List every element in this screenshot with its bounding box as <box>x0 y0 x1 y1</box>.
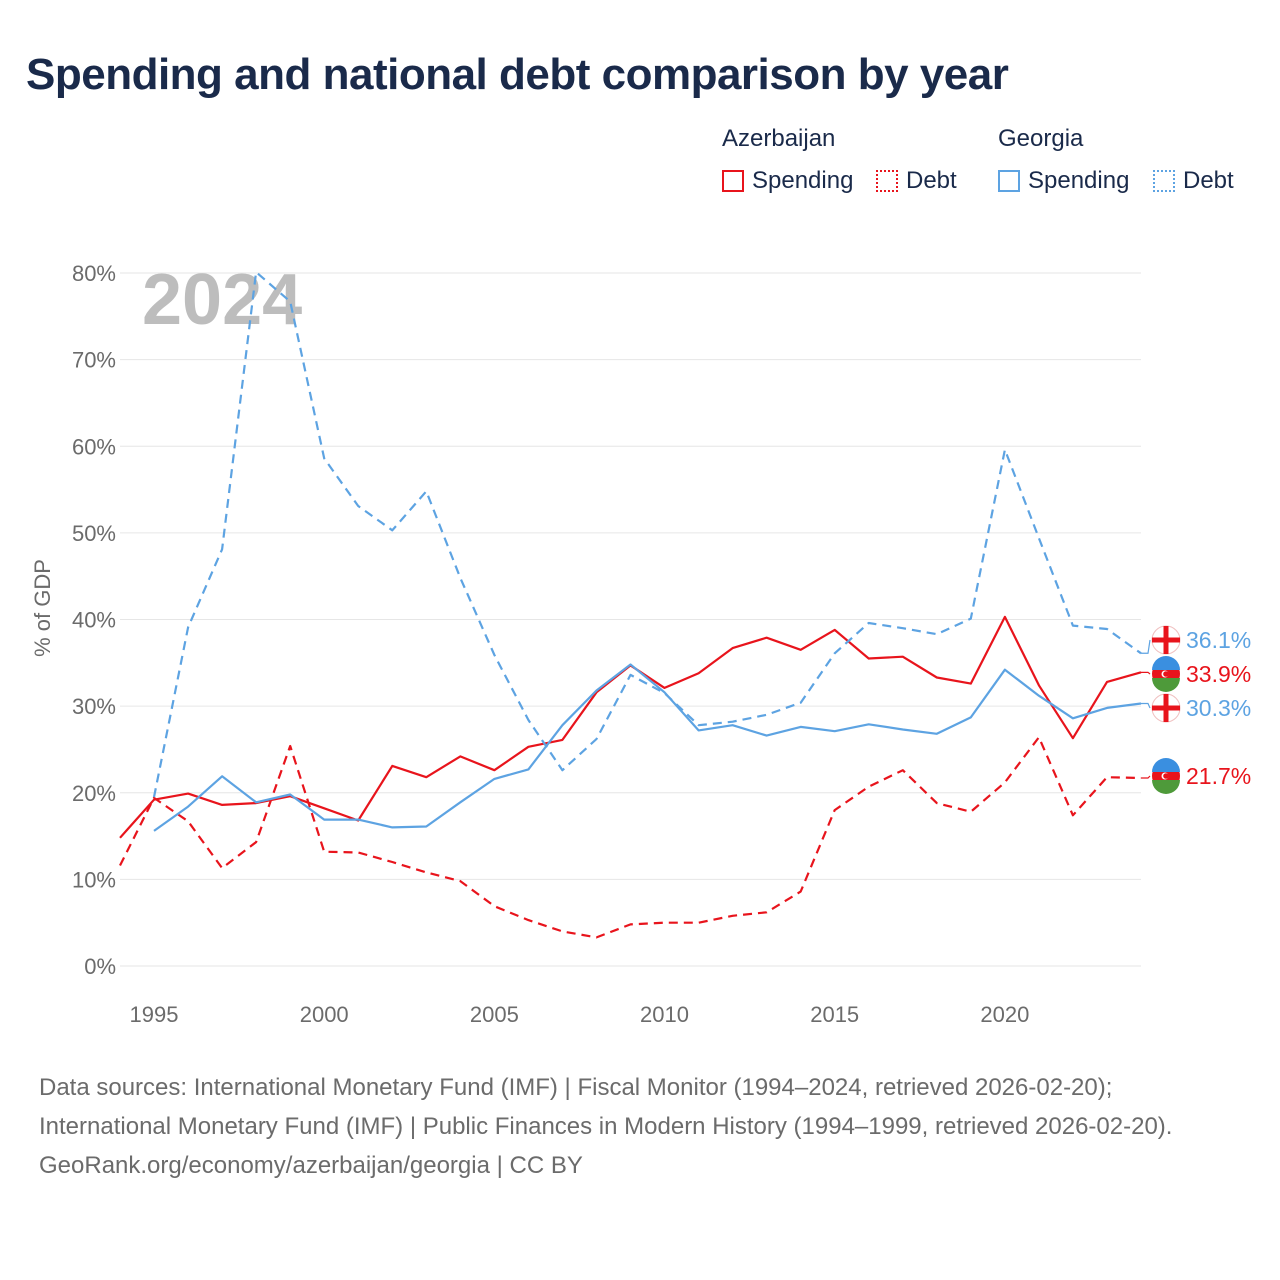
year-watermark: 2024 <box>142 260 302 340</box>
y-tick-label: 80% <box>72 261 116 286</box>
data-sources: Data sources: International Monetary Fun… <box>39 1074 1173 1140</box>
y-tick-label: 10% <box>72 867 116 892</box>
x-tick-label: 2015 <box>810 1002 859 1027</box>
footer: Data sources: International Monetary Fun… <box>39 1068 1239 1185</box>
series-line-azerbaijan-debt <box>119 736 1142 939</box>
end-label-connector <box>1141 671 1151 675</box>
legend-swatch-solid-icon <box>722 170 744 192</box>
end-value-label: 36.1% <box>1186 627 1251 653</box>
end-value-label: 33.9% <box>1186 661 1251 687</box>
y-tick-label: 50% <box>72 521 116 546</box>
legend-label: Debt <box>906 167 957 194</box>
legend-label: Spending <box>752 167 854 194</box>
azerbaijan-flag-green <box>1152 780 1180 794</box>
legend-georgia-debt[interactable]: Debt <box>1153 166 1234 196</box>
line-chart: 0% 10% 20% 30% 40% 50% 60% 70% 80% 1995 2000 2005 20… <box>30 260 1251 1027</box>
legend-swatch-dotted-icon <box>876 170 898 192</box>
azerbaijan-flag-blue <box>1152 656 1180 670</box>
series-line-azerbaijan-spending <box>119 615 1142 839</box>
x-tick-label: 2020 <box>980 1002 1029 1027</box>
x-tick-label: 2010 <box>640 1002 689 1027</box>
legend-group-georgia: Georgia <box>998 125 1084 152</box>
credit-link[interactable]: GeoRank.org/economy/azerbaijan/georgia |… <box>39 1152 583 1179</box>
y-tick-label: 0% <box>84 954 116 979</box>
end-label-connector <box>1141 639 1151 654</box>
legend-swatch-dotted-icon <box>1153 170 1175 192</box>
end-value-label: 21.7% <box>1186 763 1251 789</box>
azerbaijan-flag-green <box>1152 678 1180 692</box>
georgia-flag-cross-v <box>1163 626 1169 654</box>
x-tick-label: 2000 <box>300 1002 349 1027</box>
y-tick-label: 70% <box>72 348 116 373</box>
y-tick-label: 60% <box>72 434 116 459</box>
legend-label: Debt <box>1183 167 1234 194</box>
x-tick-label: 2005 <box>470 1002 519 1027</box>
y-tick-label: 40% <box>72 608 116 633</box>
legend-group-azerbaijan: Azerbaijan <box>722 125 836 152</box>
azerbaijan-flag-blue <box>1152 758 1180 772</box>
end-label-connector <box>1141 775 1151 779</box>
end-label-connector <box>1141 702 1151 709</box>
y-tick-label: 20% <box>72 781 116 806</box>
georgia-flag-cross-v <box>1163 694 1169 722</box>
x-tick-label: 1995 <box>130 1002 179 1027</box>
legend-swatch-solid-icon <box>998 170 1020 192</box>
azerbaijan-flag-crescent-cut <box>1163 671 1169 677</box>
y-tick-label: 30% <box>72 694 116 719</box>
legend-georgia-spending[interactable]: Spending <box>998 166 1129 196</box>
legend-azerbaijan-spending[interactable]: Spending <box>722 166 853 196</box>
series-line-georgia-spending <box>153 663 1142 832</box>
legend-azerbaijan-debt[interactable]: Debt <box>876 166 957 196</box>
azerbaijan-flag-crescent-cut <box>1163 773 1169 779</box>
series-line-georgia-debt <box>152 271 1142 798</box>
y-axis-label: % of GDP <box>30 559 55 657</box>
legend-label: Spending <box>1028 167 1130 194</box>
end-value-label: 30.3% <box>1186 695 1251 721</box>
chart-title: Spending and national debt comparison by… <box>26 50 1009 99</box>
